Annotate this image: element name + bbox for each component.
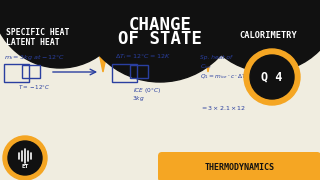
Circle shape [244,49,300,105]
Text: ICE $(0°C)$: ICE $(0°C)$ [133,86,161,94]
Bar [22,65,40,78]
Text: SPECIFIC HEAT: SPECIFIC HEAT [6,28,69,37]
Text: $Q_1 = m_{ice} \cdot c \cdot \Delta T_1$: $Q_1 = m_{ice} \cdot c \cdot \Delta T_1$ [200,73,250,81]
Circle shape [250,55,294,99]
Bar [112,64,137,82]
Text: $= 3 \times 2.1 \times 12$: $= 3 \times 2.1 \times 12$ [200,104,246,112]
Text: Q 4: Q 4 [261,71,283,84]
Circle shape [8,141,42,175]
Circle shape [78,0,242,82]
Text: LATENT HEAT: LATENT HEAT [6,37,60,46]
Circle shape [3,136,47,180]
Bar [4,64,29,82]
Text: $\Delta T_i = 12°C = 12K$: $\Delta T_i = 12°C = 12K$ [115,53,171,61]
Bar [130,65,148,78]
Text: CHANGE: CHANGE [129,16,191,34]
Polygon shape [88,0,118,72]
Text: $m_i=3kg$ at $-12°C$: $m_i=3kg$ at $-12°C$ [4,53,65,62]
Text: $T = -12°C$: $T = -12°C$ [18,83,51,91]
Text: THERMODYNAMICS: THERMODYNAMICS [204,163,275,172]
Circle shape [196,0,320,72]
Text: ET: ET [21,165,29,170]
Text: OF STATE: OF STATE [118,30,202,48]
Circle shape [0,0,128,68]
Text: $3 kg$: $3 kg$ [132,93,144,102]
Text: $C_{ice}$: $C_{ice}$ [200,63,212,71]
Polygon shape [195,0,222,72]
FancyBboxPatch shape [158,152,320,180]
Text: CALORIMETRY: CALORIMETRY [239,30,297,39]
Text: Sp. heat of: Sp. heat of [200,55,232,60]
